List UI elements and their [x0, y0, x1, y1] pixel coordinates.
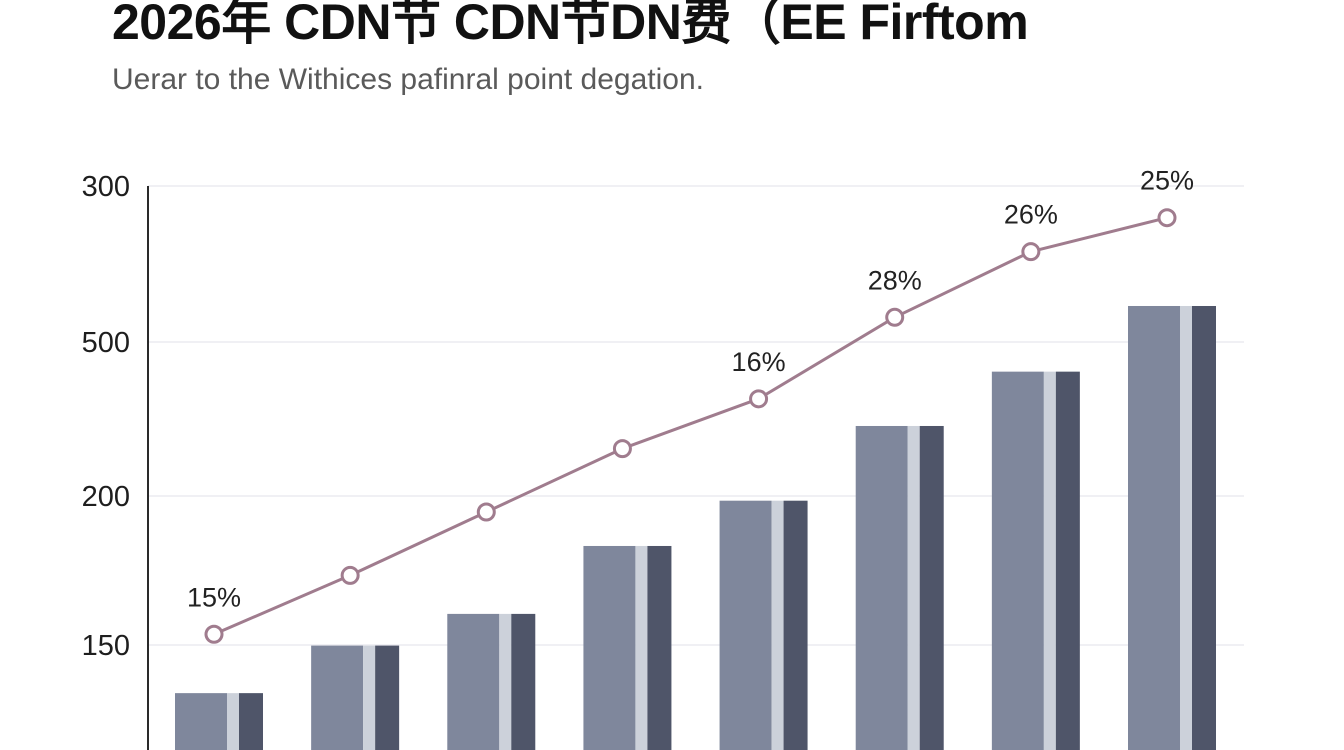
percentage-label: 26% [1004, 200, 1058, 230]
y-tick-label: 200 [82, 481, 130, 513]
line-point [885, 307, 905, 327]
line-point [476, 502, 496, 522]
bar-front-face [447, 613, 500, 750]
line-point [749, 389, 769, 409]
bar-highlight-strip [635, 545, 648, 750]
bar-highlight-strip [771, 500, 784, 750]
bar [583, 545, 672, 750]
percentage-labels: 15% 16% 28% 26% 25% [187, 166, 1194, 613]
bar-side-face [1055, 371, 1080, 750]
bar-side-face [239, 693, 263, 750]
bar-front-face [719, 500, 772, 750]
chart-title: 2026年 CDN节 CDN节DN费（EE Firftom [112, 0, 1029, 50]
bar-highlight-strip [363, 645, 376, 750]
line-point [204, 624, 224, 644]
bar-front-face [311, 645, 364, 750]
bar-side-face [783, 500, 808, 750]
y-tick-label: 300 [82, 171, 130, 203]
bar [1128, 305, 1216, 750]
line-point [1021, 242, 1041, 262]
y-axis-tick-labels: 300 500 200 150 [82, 171, 130, 662]
bar [447, 613, 536, 750]
percentage-label: 15% [187, 582, 241, 612]
bar-side-face [647, 545, 672, 750]
chart-subtitle: Uerar to the Withices pafinral point deg… [112, 63, 704, 96]
y-tick-label: 500 [82, 327, 130, 359]
growth-line [213, 216, 1168, 636]
bar-highlight-strip [907, 425, 920, 750]
percentage-label: 16% [732, 347, 786, 377]
bar-side-face [511, 613, 536, 750]
bar [311, 645, 400, 750]
bar-highlight-strip [1043, 371, 1056, 750]
y-tick-label: 150 [82, 630, 130, 662]
bar-series [175, 305, 1216, 750]
line-point [612, 439, 632, 459]
percentage-label: 25% [1140, 166, 1194, 196]
bar [175, 693, 263, 750]
bar-front-face [991, 371, 1044, 750]
bar-front-face [855, 425, 908, 750]
line-point [340, 565, 360, 585]
bar-highlight-strip [227, 693, 239, 750]
bar [991, 371, 1080, 750]
bar-front-face [583, 545, 636, 750]
line-point [1157, 208, 1177, 228]
bar [855, 425, 944, 750]
bar-highlight-strip [499, 613, 512, 750]
bar-side-face [1192, 305, 1216, 750]
bar [719, 500, 808, 750]
bar-highlight-strip [1180, 305, 1192, 750]
bar-side-face [375, 645, 400, 750]
growth-line-series [204, 208, 1177, 644]
bar-front-face [1128, 305, 1180, 750]
percentage-label: 28% [868, 265, 922, 295]
bar-front-face [175, 693, 227, 750]
bar-side-face [919, 425, 944, 750]
